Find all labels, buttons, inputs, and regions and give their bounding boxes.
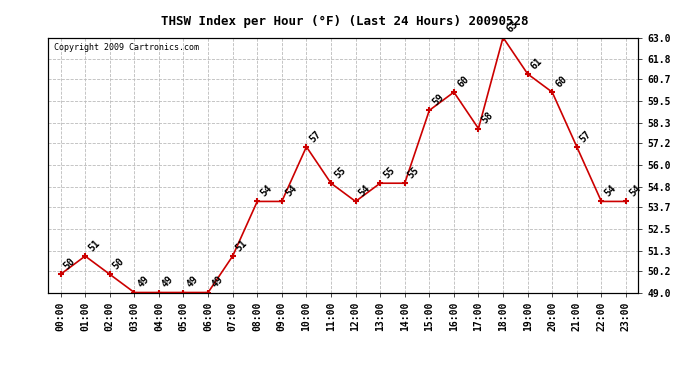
Text: 61: 61 <box>529 56 544 71</box>
Text: 49: 49 <box>185 274 200 290</box>
Text: 50: 50 <box>62 256 77 272</box>
Text: 50: 50 <box>111 256 126 272</box>
Text: 60: 60 <box>553 74 569 89</box>
Text: 60: 60 <box>455 74 471 89</box>
Text: 49: 49 <box>160 274 176 290</box>
Text: 55: 55 <box>382 165 397 180</box>
Text: THSW Index per Hour (°F) (Last 24 Hours) 20090528: THSW Index per Hour (°F) (Last 24 Hours)… <box>161 15 529 28</box>
Text: 58: 58 <box>480 110 495 126</box>
Text: 51: 51 <box>86 238 102 253</box>
Text: 57: 57 <box>578 129 593 144</box>
Text: 54: 54 <box>283 183 299 199</box>
Text: 51: 51 <box>234 238 249 253</box>
Text: 54: 54 <box>627 183 642 199</box>
Text: 63: 63 <box>504 20 520 35</box>
Text: Copyright 2009 Cartronics.com: Copyright 2009 Cartronics.com <box>55 43 199 52</box>
Text: 55: 55 <box>406 165 422 180</box>
Text: 55: 55 <box>333 165 348 180</box>
Text: 49: 49 <box>136 274 151 290</box>
Text: 49: 49 <box>210 274 225 290</box>
Text: 57: 57 <box>308 129 323 144</box>
Text: 59: 59 <box>431 92 446 108</box>
Text: 54: 54 <box>357 183 373 199</box>
Text: 54: 54 <box>259 183 274 199</box>
Text: 54: 54 <box>603 183 618 199</box>
